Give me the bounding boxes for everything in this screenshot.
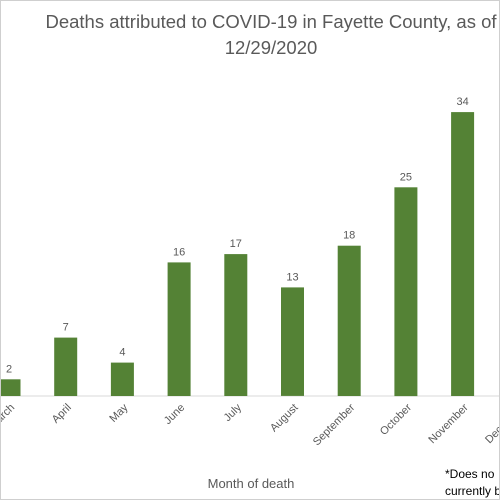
value-label-march: 2 xyxy=(6,363,12,375)
bar-july xyxy=(224,254,248,396)
x-tick-label-april: April xyxy=(50,402,74,426)
bar-may xyxy=(110,362,134,396)
bar-march xyxy=(1,379,21,396)
bar-june xyxy=(167,262,191,396)
bar-september xyxy=(337,245,361,396)
footnote-line-2: currently b xyxy=(445,484,500,498)
x-tick-labels-group: March April May June July August September Octo… xyxy=(1,401,500,448)
x-tick-label-november: November xyxy=(426,401,471,446)
value-label-june: 16 xyxy=(173,246,185,258)
x-axis-title: Month of death xyxy=(207,476,295,491)
x-tick-label-march: March xyxy=(1,402,17,432)
x-tick-label-august: August xyxy=(268,402,301,435)
chart-title-line-2: 12/29/2020 xyxy=(224,37,318,58)
bar-april xyxy=(54,337,78,396)
x-tick-label-may: May xyxy=(107,401,131,425)
x-tick-label-october: October xyxy=(378,401,414,437)
value-labels-group: 2 7 4 16 17 13 18 25 34 xyxy=(6,96,469,375)
chart-title: Deaths attributed to COVID-19 in Fayette… xyxy=(1,9,499,61)
value-label-november: 34 xyxy=(456,96,468,108)
footnote-line-1: *Does no xyxy=(445,467,495,481)
x-tick-label-june: June xyxy=(162,402,187,427)
x-tick-label-december: December xyxy=(483,401,500,446)
x-tick-label-september: September xyxy=(311,401,358,448)
value-label-july: 17 xyxy=(230,238,242,250)
bar-november xyxy=(451,112,475,396)
chart-title-line-1: Deaths attributed to COVID-19 in Fayette… xyxy=(45,11,497,32)
value-label-april: 7 xyxy=(63,322,69,334)
bars-group xyxy=(1,112,475,397)
value-label-august: 13 xyxy=(286,271,298,283)
footnote: *Does no currently b xyxy=(445,466,500,499)
bar-august xyxy=(281,287,304,396)
value-label-october: 25 xyxy=(400,171,412,183)
value-label-september: 18 xyxy=(343,230,355,242)
x-tick-label-july: July xyxy=(222,401,245,424)
bar-october xyxy=(394,187,418,397)
value-label-may: 4 xyxy=(119,347,125,359)
